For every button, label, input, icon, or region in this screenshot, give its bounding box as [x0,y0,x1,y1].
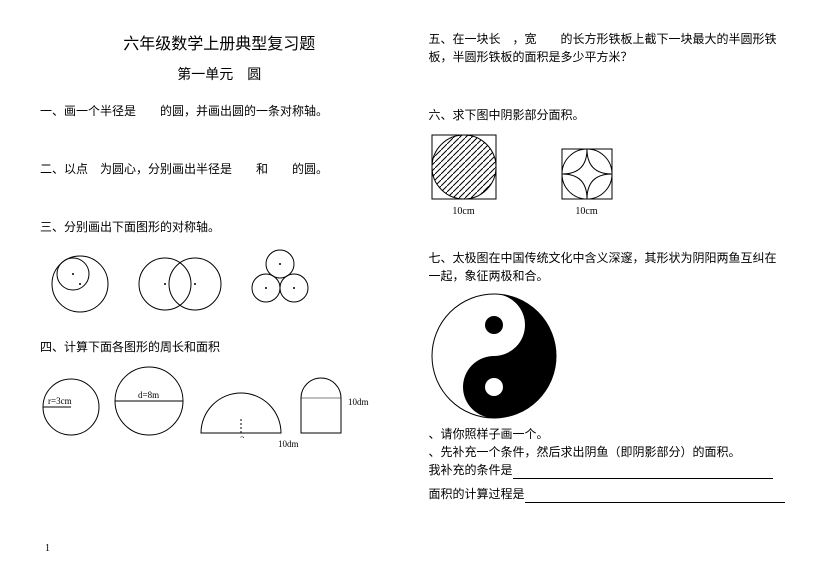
q4-fig1: r=3cm [40,376,102,438]
question-1: 一、画一个半径是 的圆，并画出圆的一条对称轴。 [40,102,399,120]
page-number: 1 [45,543,50,554]
left-column: 六年级数学上册典型复习题 第一单元 圆 一、画一个半径是 的圆，并画出圆的一条对… [40,30,399,527]
q4-fig4-bottom: 10dm [278,438,399,452]
q7-line1-label: 我补充的条件是 [429,463,513,477]
q6-figures: 10cm 10cm [429,132,788,219]
question-2: 二、以点 为圆心，分别画出半径是 和 的圆。 [40,160,399,178]
q6-fig2 [559,146,615,202]
q4-fig1-label: r=3cm [48,396,72,406]
q4-fig3: r=2m [196,388,286,438]
q4-fig2-wrap: d=8m [112,364,186,438]
q4-fig4-sidelabels: 10dm [348,396,369,410]
q4-fig4-wrap: 10dm [296,368,369,438]
q6-text: 六、求下图中阴影部分面积。 [429,106,788,124]
q4-text: 四、计算下面各图形的周长和面积 [40,338,399,356]
blank-line [525,490,785,503]
q3-fig1 [40,244,120,314]
question-6: 六、求下图中阴影部分面积。 10cm [429,106,788,219]
q7-sub1: 、请你照样子画一个。 [429,425,788,443]
q3-text: 三、分别画出下面图形的对称轴。 [40,218,399,236]
q4-figures: r=3cm d=8m r=2m [40,364,399,438]
q6-fig1 [429,132,499,202]
question-4: 四、计算下面各图形的周长和面积 r=3cm d=8m [40,338,399,452]
q3-fig3 [240,244,320,314]
title-main: 六年级数学上册典型复习题 [40,30,399,54]
question-7: 七、太极图在中国传统文化中含义深邃，其形状为阴阳两鱼互纠在一起，象征两极和合。 … [429,249,788,503]
question-3: 三、分别画出下面图形的对称轴。 [40,218,399,314]
q7-sub2: 、先补充一个条件，然后求出阴鱼（即阴影部分）的面积。 [429,443,788,461]
q3-figures [40,244,399,314]
q4-fig2: d=8m [112,364,186,438]
q6-fig2-label: 10cm [559,204,615,219]
q7-line1: 我补充的条件是 [429,461,788,479]
taiji-icon [429,291,559,421]
q6-fig1-wrap: 10cm [429,132,499,219]
q4-fig3-label: r=2m [232,435,252,438]
q4-fig4 [296,368,346,438]
q2-text: 二、以点 为圆心，分别画出半径是 和 的圆。 [40,162,328,176]
q6-fig2-wrap: 10cm [559,146,615,219]
q6-fig1-label: 10cm [429,204,499,219]
q7-line2-label: 面积的计算过程是 [429,487,525,501]
blank-line [513,466,773,479]
q4-fig2-label: d=8m [138,390,159,400]
q7-line2: 面积的计算过程是 [429,485,788,503]
q3-fig2 [130,244,230,314]
q4-fig1-wrap: r=3cm [40,376,102,438]
q1-text: 一、画一个半径是 的圆，并画出圆的一条对称轴。 [40,104,328,118]
right-column: 五、在一块长 ，宽 的长方形铁板上截下一块最大的半圆形铁板，半圆形铁板的面积是多… [429,30,788,527]
q4-fig4-side: 10dm [348,396,369,410]
q4-fig3-wrap: r=2m [196,388,286,438]
question-5: 五、在一块长 ，宽 的长方形铁板上截下一块最大的半圆形铁板，半圆形铁板的面积是多… [429,30,788,66]
worksheet-page: 六年级数学上册典型复习题 第一单元 圆 一、画一个半径是 的圆，并画出圆的一条对… [0,0,827,537]
q7-text: 七、太极图在中国传统文化中含义深邃，其形状为阴阳两鱼互纠在一起，象征两极和合。 [429,249,788,285]
q5-text: 五、在一块长 ，宽 的长方形铁板上截下一块最大的半圆形铁板，半圆形铁板的面积是多… [429,32,777,64]
title-sub: 第一单元 圆 [40,64,399,84]
